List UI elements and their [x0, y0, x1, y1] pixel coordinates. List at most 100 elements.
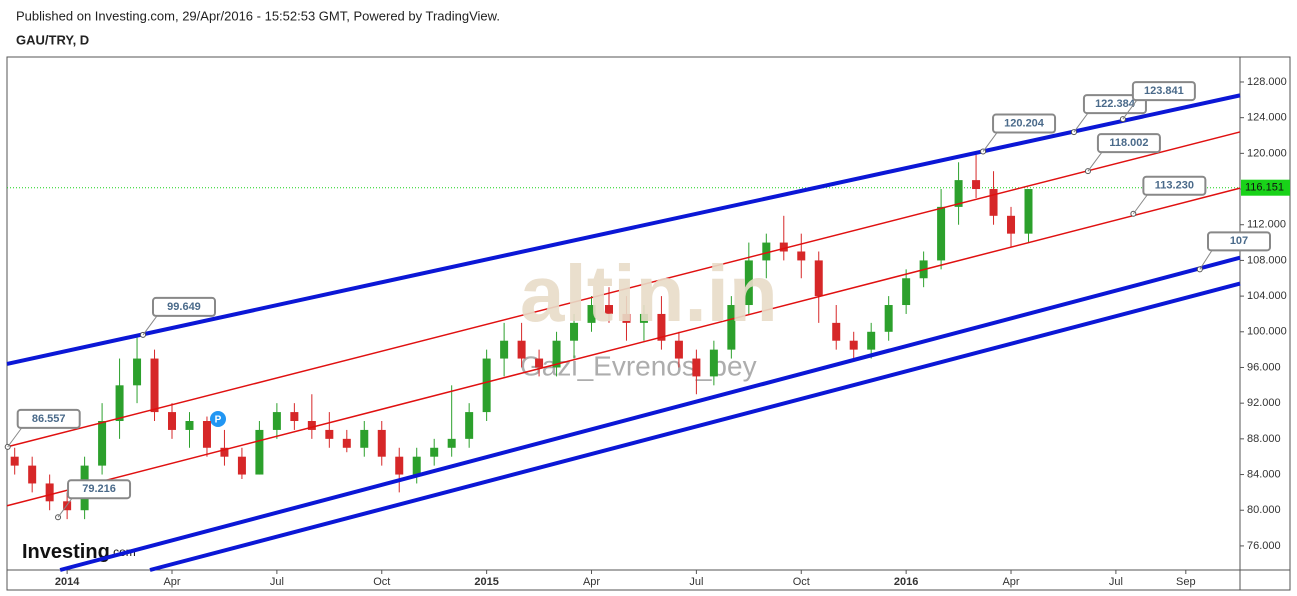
- candle-body: [849, 340, 858, 350]
- candle-body: [500, 340, 509, 359]
- annotation-box: [1096, 133, 1161, 154]
- annotation-label: 86.557: [32, 413, 66, 425]
- y-tick-label: 128.000: [1247, 76, 1287, 88]
- x-tick-label: Oct: [793, 576, 810, 588]
- candle-body: [727, 305, 736, 350]
- annotation-pointer: [1073, 112, 1089, 133]
- annotation-label: 107: [1230, 235, 1248, 247]
- annotation-label: 118.002: [1109, 137, 1148, 149]
- candle-body: [744, 260, 753, 306]
- annotation-box: [151, 296, 216, 317]
- candle-body: [412, 456, 421, 475]
- x-tick-label: Jul: [689, 576, 703, 588]
- candle-body: [639, 313, 648, 323]
- annotation-box: [1131, 81, 1196, 102]
- candle-body: [307, 421, 316, 430]
- watermark-site: altin.in: [520, 249, 778, 338]
- candle-body: [395, 456, 404, 475]
- x-tick-label: Oct: [373, 576, 390, 588]
- published-note: Published on Investing.com, 29/Apr/2016 …: [16, 8, 500, 23]
- candle-body: [989, 189, 998, 216]
- x-tick-label: 2015: [474, 576, 498, 588]
- annotation-pointer: [982, 132, 998, 152]
- candle-body: [150, 358, 159, 413]
- candle-body: [430, 447, 439, 457]
- candle-body: [202, 421, 211, 448]
- candle-body: [45, 483, 54, 502]
- annotation-pointer: [1199, 250, 1213, 270]
- candle-body: [325, 429, 334, 439]
- marker-icon[interactable]: [210, 411, 226, 427]
- logo: Investing.com: [22, 541, 136, 563]
- candle-body: [290, 412, 299, 422]
- trend-line: [59, 255, 1241, 572]
- candle-body: [570, 322, 579, 341]
- symbol: GAU/TRY, D: [16, 32, 89, 47]
- annotation-pointer: [7, 427, 23, 448]
- candle-body: [255, 429, 264, 475]
- candle-body: [535, 358, 544, 368]
- last-price-badge: [1241, 179, 1290, 196]
- candle-body: [1007, 215, 1016, 234]
- y-tick-label: 120.000: [1247, 147, 1287, 159]
- annotation-label: 122.384: [1095, 98, 1136, 110]
- candle-body: [482, 358, 491, 413]
- annotation-pointer: [57, 497, 73, 518]
- candle-body: [762, 242, 771, 261]
- annotation-box: [16, 408, 81, 429]
- candle-body: [657, 313, 666, 341]
- candle-body: [360, 429, 369, 448]
- x-tick-label: Apr: [583, 576, 600, 588]
- candle-body: [622, 313, 631, 323]
- y-tick-label: 92.000: [1247, 397, 1281, 409]
- y-tick-label: 108.000: [1247, 254, 1287, 266]
- candle-body: [587, 305, 596, 323]
- candle-body: [10, 456, 19, 466]
- candle-body: [517, 340, 526, 359]
- marker-label[interactable]: P: [215, 415, 222, 426]
- candle-body: [954, 180, 963, 207]
- y-tick-label: 80.000: [1247, 504, 1281, 516]
- candle-body: [902, 278, 911, 306]
- candle-body: [832, 322, 841, 341]
- x-tick-label: Apr: [1002, 576, 1019, 588]
- candle-body: [779, 242, 788, 252]
- candle-body: [552, 340, 561, 368]
- annotation-label: 79.216: [82, 483, 116, 495]
- annotation-box: [1142, 175, 1207, 196]
- x-tick-label: Sep: [1176, 576, 1196, 588]
- annotation-box: [992, 113, 1057, 134]
- annotation-pointer: [1132, 194, 1148, 215]
- candle-body: [168, 412, 177, 430]
- candle-body: [377, 429, 386, 457]
- candle-body: [867, 331, 876, 350]
- x-tick-label: 2016: [894, 576, 918, 588]
- y-tick-label: 76.000: [1247, 540, 1281, 552]
- candle-body: [674, 340, 683, 359]
- last-price-label: 116.151: [1245, 182, 1284, 194]
- candle-body: [972, 180, 981, 190]
- annotation-pointer: [1122, 99, 1138, 120]
- candle-body: [28, 465, 37, 484]
- candle-body: [709, 349, 718, 377]
- y-tick-label: 96.000: [1247, 361, 1281, 373]
- y-tick-label: 112.000: [1247, 219, 1286, 231]
- annotation-pointer: [142, 315, 158, 336]
- x-tick-label: 2014: [55, 576, 80, 588]
- trend-line: [6, 187, 1241, 507]
- y-tick-label: 124.000: [1247, 112, 1287, 124]
- candle-body: [342, 438, 351, 448]
- y-tick-label: 100.000: [1247, 326, 1287, 338]
- annotation-label: 99.649: [167, 301, 201, 313]
- candle-body: [797, 251, 806, 261]
- candle-body: [133, 358, 142, 386]
- annotation-label: 113.230: [1155, 180, 1194, 192]
- annotation-box: [67, 479, 132, 500]
- candle-body: [814, 260, 823, 297]
- candle-body: [692, 358, 701, 377]
- trend-line: [149, 281, 1241, 572]
- y-tick-label: 88.000: [1247, 433, 1281, 445]
- plot: [6, 93, 1241, 572]
- x-tick-label: Apr: [163, 576, 180, 588]
